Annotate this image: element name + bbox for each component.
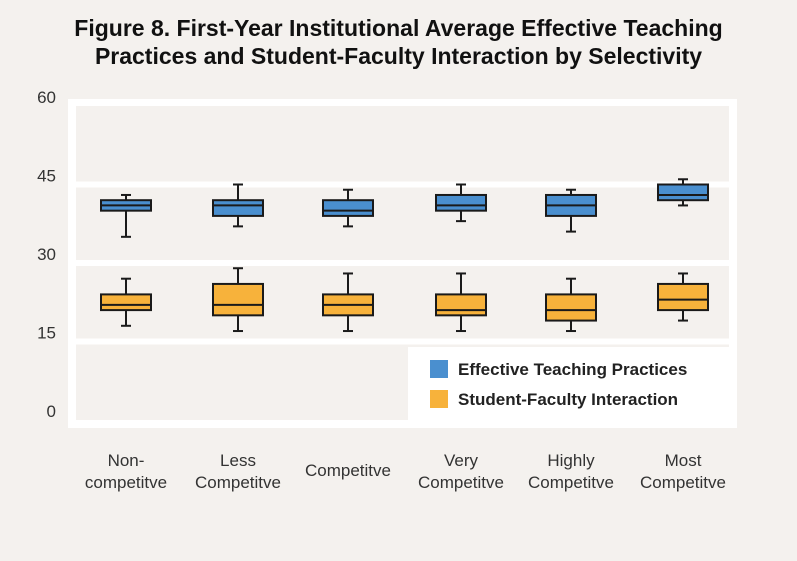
y-tick-label: 60 xyxy=(37,88,56,107)
x-tick-label: Competitve xyxy=(640,473,726,492)
box-iqr xyxy=(212,199,264,217)
box-0-0 xyxy=(100,193,152,238)
legend-box xyxy=(408,347,729,420)
chart-title: Figure 8. First-Year Institutional Avera… xyxy=(0,14,797,70)
legend-label: Student-Faculty Interaction xyxy=(458,390,678,409)
legend-label: Effective Teaching Practices xyxy=(458,360,687,379)
gridline-band-30 xyxy=(68,260,737,266)
y-tick-label: 45 xyxy=(37,167,56,186)
x-tick-label: Highly xyxy=(547,451,595,470)
gridline-band-15 xyxy=(68,338,737,345)
box-iqr xyxy=(322,199,374,217)
chart-title-line-2: Practices and Student-Faculty Interactio… xyxy=(94,43,703,69)
legend-swatch xyxy=(430,360,448,378)
x-tick-label: Competitve xyxy=(528,473,614,492)
x-tick-label: Non- xyxy=(108,451,145,470)
box-1-0 xyxy=(100,277,152,327)
box-0-3 xyxy=(435,183,487,223)
chart-title-line-1: Figure 8. First-Year Institutional Avera… xyxy=(74,15,723,41)
box-iqr xyxy=(657,183,709,202)
box-iqr xyxy=(657,282,709,312)
box-iqr xyxy=(212,282,264,317)
box-0-5 xyxy=(657,178,709,207)
box-iqr xyxy=(435,293,487,317)
y-tick-label: 15 xyxy=(37,324,56,343)
box-1-5 xyxy=(657,272,709,322)
box-1-2 xyxy=(322,272,374,333)
box-0-4 xyxy=(545,188,597,233)
x-tick-label: Competitve xyxy=(195,473,281,492)
box-1-1 xyxy=(212,267,264,333)
box-1-3 xyxy=(435,272,487,333)
box-0-2 xyxy=(322,188,374,228)
x-tick-label: Most xyxy=(665,451,702,470)
box-1-4 xyxy=(545,277,597,333)
box-iqr xyxy=(545,293,597,322)
box-iqr xyxy=(100,293,152,312)
x-tick-label: Competitve xyxy=(305,461,391,480)
x-tick-label: Very xyxy=(444,451,479,470)
x-tick-label: competitve xyxy=(85,473,167,492)
y-tick-label: 30 xyxy=(37,245,56,264)
box-iqr xyxy=(435,193,487,212)
y-tick-label: 0 xyxy=(47,402,56,421)
gridline-band-45 xyxy=(68,181,737,188)
x-tick-label: Competitve xyxy=(418,473,504,492)
x-tick-label: Less xyxy=(220,451,256,470)
legend-swatch xyxy=(430,390,448,408)
box-0-1 xyxy=(212,183,264,228)
